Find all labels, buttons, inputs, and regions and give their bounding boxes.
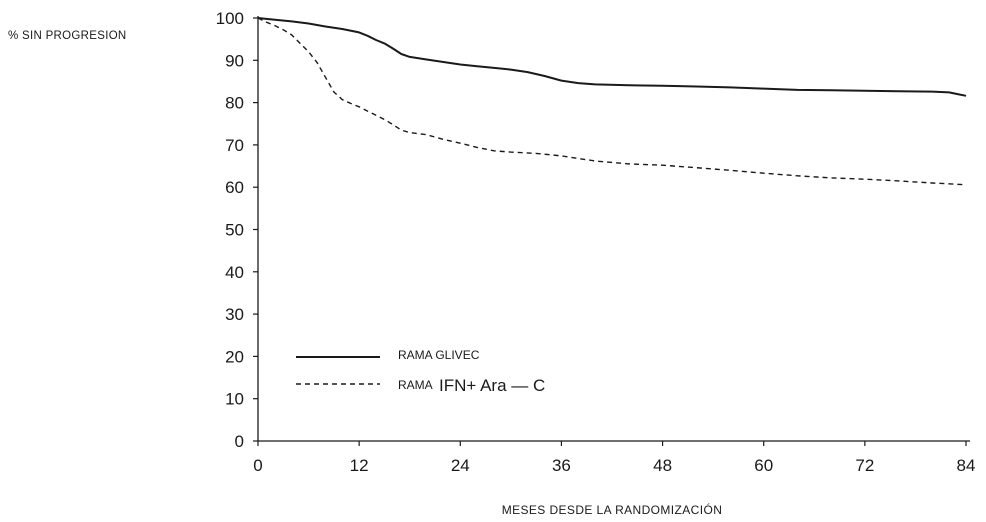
series-line-ifn-ara-c	[257, 17, 967, 186]
y-tick-label: 20	[225, 347, 244, 366]
x-tick-label: 84	[957, 456, 976, 475]
y-tick-label: 100	[216, 9, 244, 28]
x-tick-label: 60	[754, 456, 773, 475]
y-tick-label: 70	[225, 136, 244, 155]
y-tick-label: 50	[225, 221, 244, 240]
y-tick-label: 60	[225, 178, 244, 197]
y-tick-label: 80	[225, 94, 244, 113]
y-tick-label: 40	[225, 263, 244, 282]
x-tick-label: 36	[552, 456, 571, 475]
y-tick-label: 30	[225, 305, 244, 324]
y-tick-label: 90	[225, 51, 244, 70]
x-tick-label: 72	[855, 456, 874, 475]
legend-label-ifn-prefix: RAMA	[398, 378, 433, 392]
series-line-glivec	[257, 17, 967, 97]
x-tick-label: 0	[253, 456, 262, 475]
y-axis-label: % SIN PROGRESION	[8, 30, 127, 42]
x-tick-label: 12	[350, 456, 369, 475]
y-axis: 0 10 20 30 40 50 60 70 80 90 100	[216, 9, 259, 451]
legend-label-ifn-suffix: IFN+ Ara — C	[439, 376, 545, 395]
y-tick-label: 0	[235, 432, 244, 451]
x-tick-label: 24	[451, 456, 470, 475]
series-lines	[257, 17, 967, 186]
x-axis: 0 12 24 36 48 60 72 84	[253, 440, 976, 475]
x-tick-label: 48	[653, 456, 672, 475]
legend-label-glivec: RAMA GLIVEC	[398, 348, 480, 362]
legend: RAMA GLIVEC RAMA IFN+ Ara — C	[296, 348, 545, 395]
y-tick-label: 10	[225, 390, 244, 409]
x-axis-label: MESES DESDE LA RANDOMIZACIÓN	[502, 502, 723, 517]
